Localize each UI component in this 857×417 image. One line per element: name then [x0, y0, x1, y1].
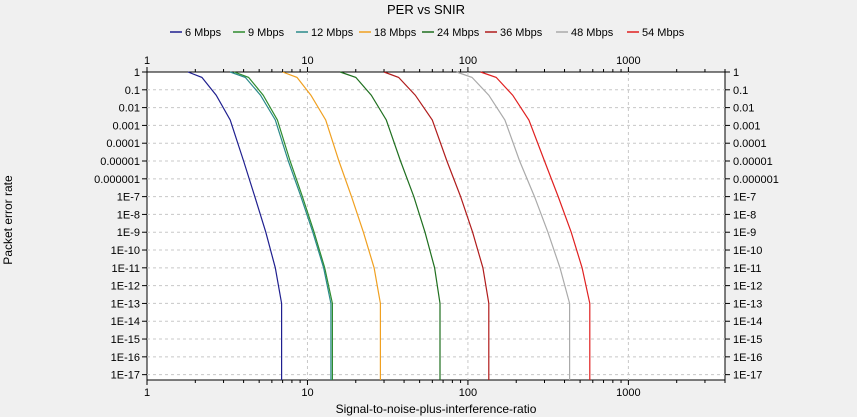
y-tick-label-left: 1E-16	[111, 352, 140, 364]
legend-label: 54 Mbps	[642, 27, 685, 39]
y-tick-label-right: 1E-7	[733, 192, 756, 204]
x-tick-label: 1000	[616, 55, 640, 67]
y-tick-label-left: 0.000001	[94, 174, 140, 186]
y-tick-label-left: 1E-9	[117, 227, 140, 239]
x-tick-label: 10	[301, 387, 313, 399]
series-line	[456, 71, 571, 380]
series-line	[282, 71, 381, 380]
y-tick-label-right: 1E-10	[733, 245, 762, 257]
legend-label: 24 Mbps	[437, 27, 480, 39]
y-tick-label-left: 0.00001	[100, 156, 140, 168]
y-tick-label-right: 1E-14	[733, 316, 762, 328]
series-line	[480, 71, 591, 380]
series-line	[187, 71, 283, 380]
legend-label: 48 Mbps	[571, 27, 614, 39]
x-tick-label: 1000	[616, 387, 640, 399]
series-line	[383, 71, 490, 380]
y-tick-label-right: 0.01	[733, 103, 754, 115]
legend-label: 36 Mbps	[500, 27, 543, 39]
y-tick-label-right: 1E-8	[733, 209, 756, 221]
y-tick-label-left: 1E-17	[111, 370, 140, 382]
y-tick-label-left: 0.01	[119, 103, 140, 115]
y-tick-label-right: 1E-11	[733, 263, 762, 275]
y-tick-label-left: 0.0001	[106, 138, 140, 150]
series-line	[234, 71, 333, 380]
y-tick-label-right: 0.000001	[733, 174, 779, 186]
y-tick-label-right: 1E-15	[733, 334, 762, 346]
legend-label: 12 Mbps	[311, 27, 354, 39]
y-axis-label: Packet error rate	[1, 175, 15, 265]
y-tick-label-left: 1E-8	[117, 209, 140, 221]
y-tick-label-right: 1E-12	[733, 281, 762, 293]
x-tick-label: 1	[144, 387, 150, 399]
series-line	[340, 71, 441, 380]
y-tick-label-right: 1	[733, 67, 739, 79]
y-tick-label-right: 0.001	[733, 120, 761, 132]
y-tick-label-left: 0.001	[112, 120, 140, 132]
y-tick-label-left: 1E-13	[111, 298, 140, 310]
y-tick-label-left: 1E-7	[117, 192, 140, 204]
y-tick-label-left: 1E-15	[111, 334, 140, 346]
y-tick-label-left: 1E-11	[111, 263, 140, 275]
y-tick-label-right: 0.0001	[733, 138, 767, 150]
y-tick-label-right: 0.00001	[733, 156, 773, 168]
x-tick-label: 1	[144, 55, 150, 67]
legend-label: 6 Mbps	[185, 27, 222, 39]
chart-title: PER vs SNIR	[387, 2, 465, 17]
y-tick-label-left: 1E-10	[111, 245, 140, 257]
x-axis-label: Signal-to-noise-plus-interference-ratio	[336, 402, 537, 416]
legend-label: 9 Mbps	[248, 27, 285, 39]
plot-area	[146, 71, 726, 381]
y-tick-label-left: 1E-12	[111, 281, 140, 293]
y-tick-label-right: 1E-13	[733, 298, 762, 310]
y-tick-label-right: 1E-17	[733, 370, 762, 382]
y-tick-label-left: 1	[134, 67, 140, 79]
x-tick-label: 100	[459, 387, 477, 399]
series-line	[229, 71, 332, 380]
y-tick-label-right: 1E-9	[733, 227, 756, 239]
legend-label: 18 Mbps	[374, 27, 417, 39]
y-tick-label-left: 1E-14	[111, 316, 140, 328]
y-tick-label-right: 0.1	[733, 85, 748, 97]
x-tick-label: 10	[301, 55, 313, 67]
chart-legend: 6 Mbps 9 Mbps 12 Mbps 18 Mbps 24 Mbps 36 Mbps…	[170, 27, 685, 39]
grid-lines	[147, 72, 725, 380]
x-tick-label: 100	[459, 55, 477, 67]
y-tick-label-right: 1E-16	[733, 352, 762, 364]
series-lines	[187, 71, 591, 380]
y-tick-label-left: 0.1	[125, 85, 140, 97]
